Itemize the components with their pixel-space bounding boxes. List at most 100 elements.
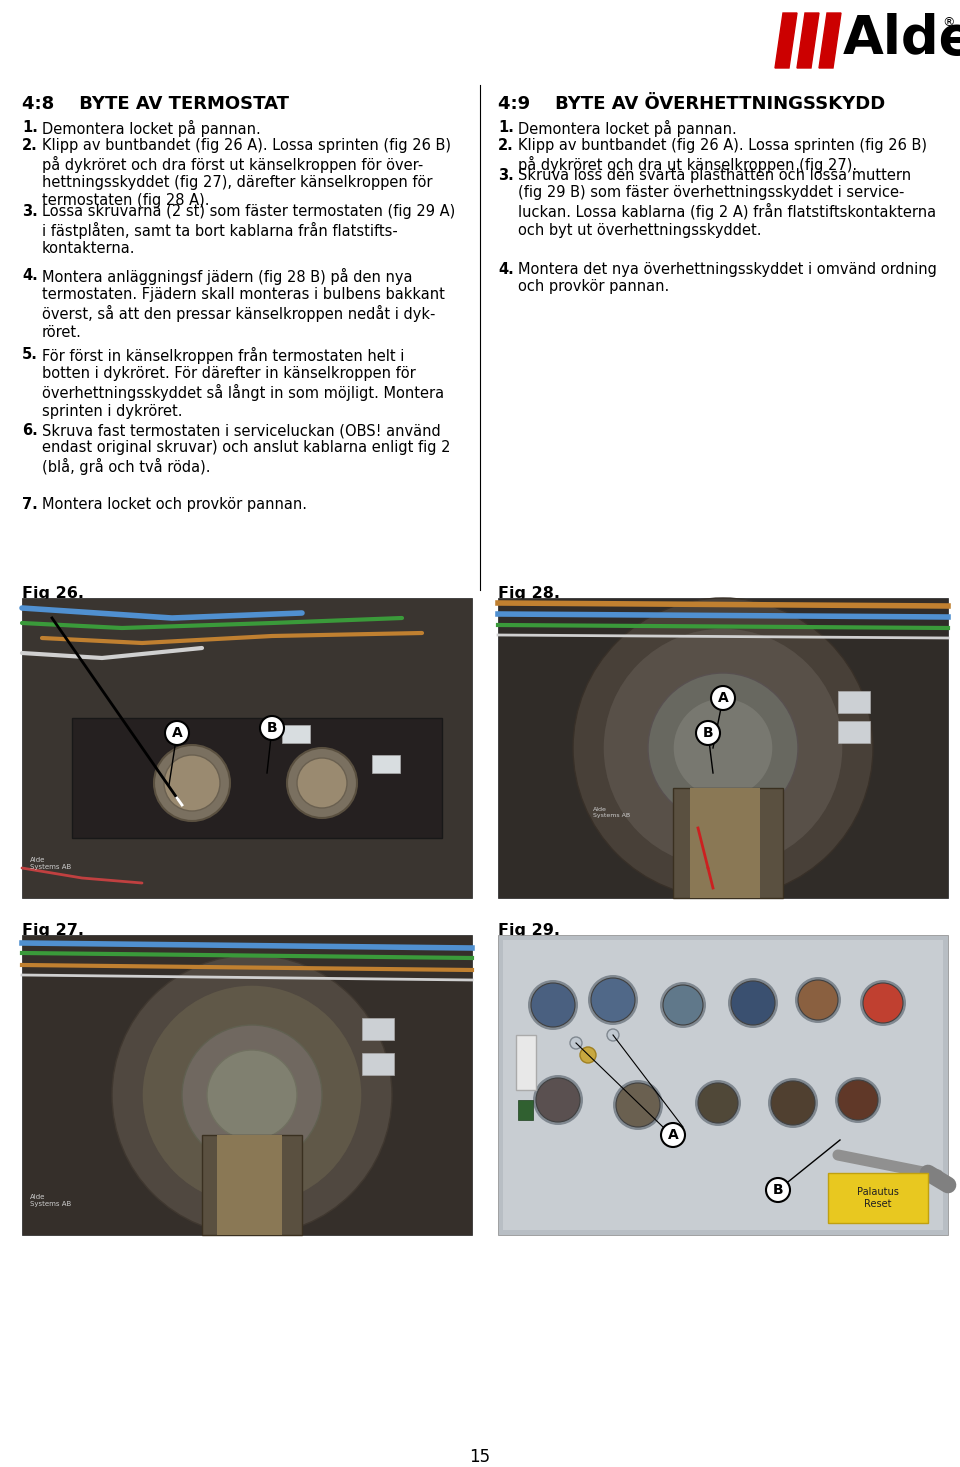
Circle shape — [711, 687, 735, 710]
Polygon shape — [797, 13, 819, 67]
Text: 2.: 2. — [498, 138, 514, 153]
Bar — [498, 934, 948, 1235]
Bar — [22, 599, 472, 898]
Circle shape — [863, 983, 903, 1022]
Circle shape — [533, 1075, 583, 1125]
Text: Alde
Systems AB: Alde Systems AB — [30, 1194, 71, 1207]
Text: 4.: 4. — [22, 268, 37, 283]
Bar — [362, 1053, 394, 1075]
Text: Alde
Systems AB: Alde Systems AB — [593, 807, 630, 819]
Text: 4.: 4. — [498, 263, 514, 277]
Text: Fig 29.: Fig 29. — [498, 923, 560, 937]
Circle shape — [207, 1050, 297, 1140]
Bar — [282, 725, 310, 742]
Bar — [690, 788, 760, 898]
Circle shape — [771, 1081, 815, 1125]
Circle shape — [616, 1083, 660, 1127]
Text: 15: 15 — [469, 1448, 491, 1466]
Bar — [518, 1100, 533, 1119]
Text: A: A — [718, 691, 729, 706]
Bar — [362, 1018, 394, 1040]
Circle shape — [588, 976, 638, 1025]
Circle shape — [663, 984, 703, 1025]
Text: A: A — [172, 726, 182, 739]
Bar — [838, 691, 870, 713]
Text: Alde: Alde — [843, 13, 960, 65]
Text: Demontera locket på pannan.: Demontera locket på pannan. — [518, 120, 736, 136]
Circle shape — [164, 756, 220, 811]
Circle shape — [287, 748, 357, 819]
Circle shape — [154, 745, 230, 822]
Circle shape — [142, 984, 362, 1204]
Circle shape — [580, 1047, 596, 1064]
Text: Montera anläggningsf jädern (fig 28 B) på den nya
termostaten. Fjädern skall mon: Montera anläggningsf jädern (fig 28 B) p… — [42, 268, 444, 340]
Circle shape — [570, 1037, 582, 1049]
Text: 2.: 2. — [22, 138, 37, 153]
Bar — [503, 940, 943, 1229]
Circle shape — [165, 720, 189, 745]
Text: För först in känselkroppen från termostaten helt i
botten i dykröret. För däreft: För först in känselkroppen från termosta… — [42, 348, 444, 418]
Text: 3.: 3. — [22, 204, 37, 219]
Circle shape — [838, 1080, 878, 1119]
Bar — [498, 599, 948, 898]
Text: Fig 27.: Fig 27. — [22, 923, 84, 937]
Text: Palautus
Reset: Palautus Reset — [857, 1187, 899, 1209]
Text: 5.: 5. — [22, 348, 37, 362]
Circle shape — [613, 1080, 663, 1130]
Circle shape — [591, 978, 635, 1022]
Text: 1.: 1. — [22, 120, 37, 135]
Text: Montera det nya överhettningsskyddet i omvänd ordning
och provkör pannan.: Montera det nya överhettningsskyddet i o… — [518, 263, 937, 295]
Circle shape — [603, 628, 843, 868]
Text: Klipp av buntbandet (fig 26 A). Lossa sprinten (fig 26 B)
på dykröret och dra fö: Klipp av buntbandet (fig 26 A). Lossa sp… — [42, 138, 451, 208]
Text: B: B — [773, 1182, 783, 1197]
Bar — [372, 756, 400, 773]
Text: Demontera locket på pannan.: Demontera locket på pannan. — [42, 120, 261, 136]
Circle shape — [661, 1124, 685, 1147]
Circle shape — [660, 981, 706, 1028]
Circle shape — [766, 1178, 790, 1201]
Circle shape — [648, 673, 798, 823]
Text: 4:8    BYTE AV TERMOSTAT: 4:8 BYTE AV TERMOSTAT — [22, 95, 289, 113]
Text: 1.: 1. — [498, 120, 514, 135]
Text: Fig 26.: Fig 26. — [22, 585, 84, 601]
Polygon shape — [775, 13, 797, 67]
Text: A: A — [667, 1128, 679, 1141]
Text: 7.: 7. — [22, 497, 37, 512]
Circle shape — [112, 955, 392, 1235]
Circle shape — [260, 716, 284, 739]
Bar — [828, 1174, 928, 1223]
Text: Alde
Systems AB: Alde Systems AB — [30, 857, 71, 870]
Text: Fig 28.: Fig 28. — [498, 585, 560, 601]
Circle shape — [536, 1078, 580, 1122]
Circle shape — [768, 1078, 818, 1128]
Circle shape — [297, 758, 347, 808]
Bar — [838, 720, 870, 742]
Circle shape — [673, 698, 773, 798]
Bar — [72, 717, 442, 838]
Bar — [516, 1036, 536, 1090]
Bar — [202, 1135, 302, 1235]
Circle shape — [798, 980, 838, 1020]
Circle shape — [860, 980, 906, 1025]
Circle shape — [728, 978, 778, 1028]
Text: Montera locket och provkör pannan.: Montera locket och provkör pannan. — [42, 497, 307, 512]
Text: Skruva loss den svarta plasthatten och lossa muttern
(fig 29 B) som fäster överh: Skruva loss den svarta plasthatten och l… — [518, 169, 936, 238]
Text: Lossa skruvarna (2 st) som fäster termostaten (fig 29 A)
i fästplåten, samt ta b: Lossa skruvarna (2 st) som fäster termos… — [42, 204, 455, 257]
Text: Klipp av buntbandet (fig 26 A). Lossa sprinten (fig 26 B)
på dykröret och dra ut: Klipp av buntbandet (fig 26 A). Lossa sp… — [518, 138, 927, 173]
Circle shape — [795, 977, 841, 1022]
Circle shape — [607, 1028, 619, 1042]
Text: B: B — [703, 726, 713, 739]
Circle shape — [531, 983, 575, 1027]
Circle shape — [573, 599, 873, 898]
Circle shape — [731, 981, 775, 1025]
Circle shape — [182, 1025, 322, 1165]
Circle shape — [698, 1083, 738, 1124]
Text: 3.: 3. — [498, 169, 514, 183]
Text: ®: ® — [942, 16, 954, 29]
Circle shape — [835, 1077, 881, 1124]
Circle shape — [696, 720, 720, 745]
Circle shape — [528, 980, 578, 1030]
Text: 6.: 6. — [22, 422, 37, 439]
Bar — [217, 1135, 282, 1235]
Bar — [673, 788, 783, 898]
